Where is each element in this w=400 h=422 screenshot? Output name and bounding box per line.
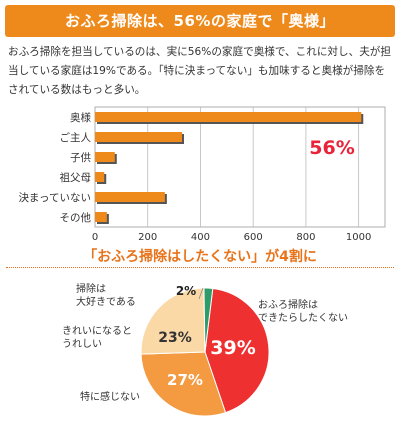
category-label: 子供 <box>70 151 91 164</box>
bar <box>95 192 165 202</box>
bar <box>95 112 362 122</box>
x-tick-label: 600 <box>244 232 263 243</box>
leader-line <box>198 287 204 300</box>
intro-text: おふろ掃除を担当しているのは、実に56%の家庭で奥様で、これに対し、夫が担当して… <box>8 46 391 96</box>
slice-percent-label: 23% <box>158 330 192 346</box>
pie-slice <box>140 351 227 417</box>
slice-label: きれいになると <box>62 325 132 337</box>
x-tick-label: 0 <box>92 232 98 243</box>
plot-area <box>94 106 386 228</box>
bar-annotation: 56% <box>309 137 354 159</box>
slice-percent-label: 27% <box>167 371 203 389</box>
slice-label: できたらしたくない <box>258 312 348 324</box>
bar <box>95 152 115 162</box>
category-label: 決まっていない <box>18 192 91 204</box>
pie-slice <box>140 287 206 355</box>
bar <box>95 132 182 142</box>
slice-label: 掃除は <box>76 282 106 295</box>
pie-slice <box>204 287 270 414</box>
pie-slice <box>203 287 214 353</box>
slice-percent-label: 2% <box>176 284 196 298</box>
slice-label: おふろ掃除は <box>258 298 318 311</box>
slice-percent-label: 39% <box>210 337 255 359</box>
header-title: おふろ掃除は、56%の家庭で「奥様」 <box>65 12 335 30</box>
slice-label: 大好きである <box>76 295 136 308</box>
pie-chart-title: 「おふろ掃除はしたくない」が4割に <box>83 249 317 265</box>
slice-label: うれしい <box>62 338 102 350</box>
x-tick-label: 400 <box>191 232 210 243</box>
bar <box>95 212 107 222</box>
category-label: その他 <box>60 211 92 224</box>
x-tick-label: 1000 <box>346 232 371 243</box>
title-divider <box>6 267 394 268</box>
bar <box>95 172 105 182</box>
category-label: ご主人 <box>60 131 92 144</box>
page-header: おふろ掃除は、56%の家庭で「奥様」 <box>5 5 395 37</box>
x-tick-label: 800 <box>296 232 315 243</box>
category-label: 奥様 <box>70 111 91 124</box>
x-tick-label: 200 <box>138 232 157 243</box>
category-label: 祖父母 <box>60 171 92 184</box>
slice-label: 特に感じない <box>80 390 140 403</box>
